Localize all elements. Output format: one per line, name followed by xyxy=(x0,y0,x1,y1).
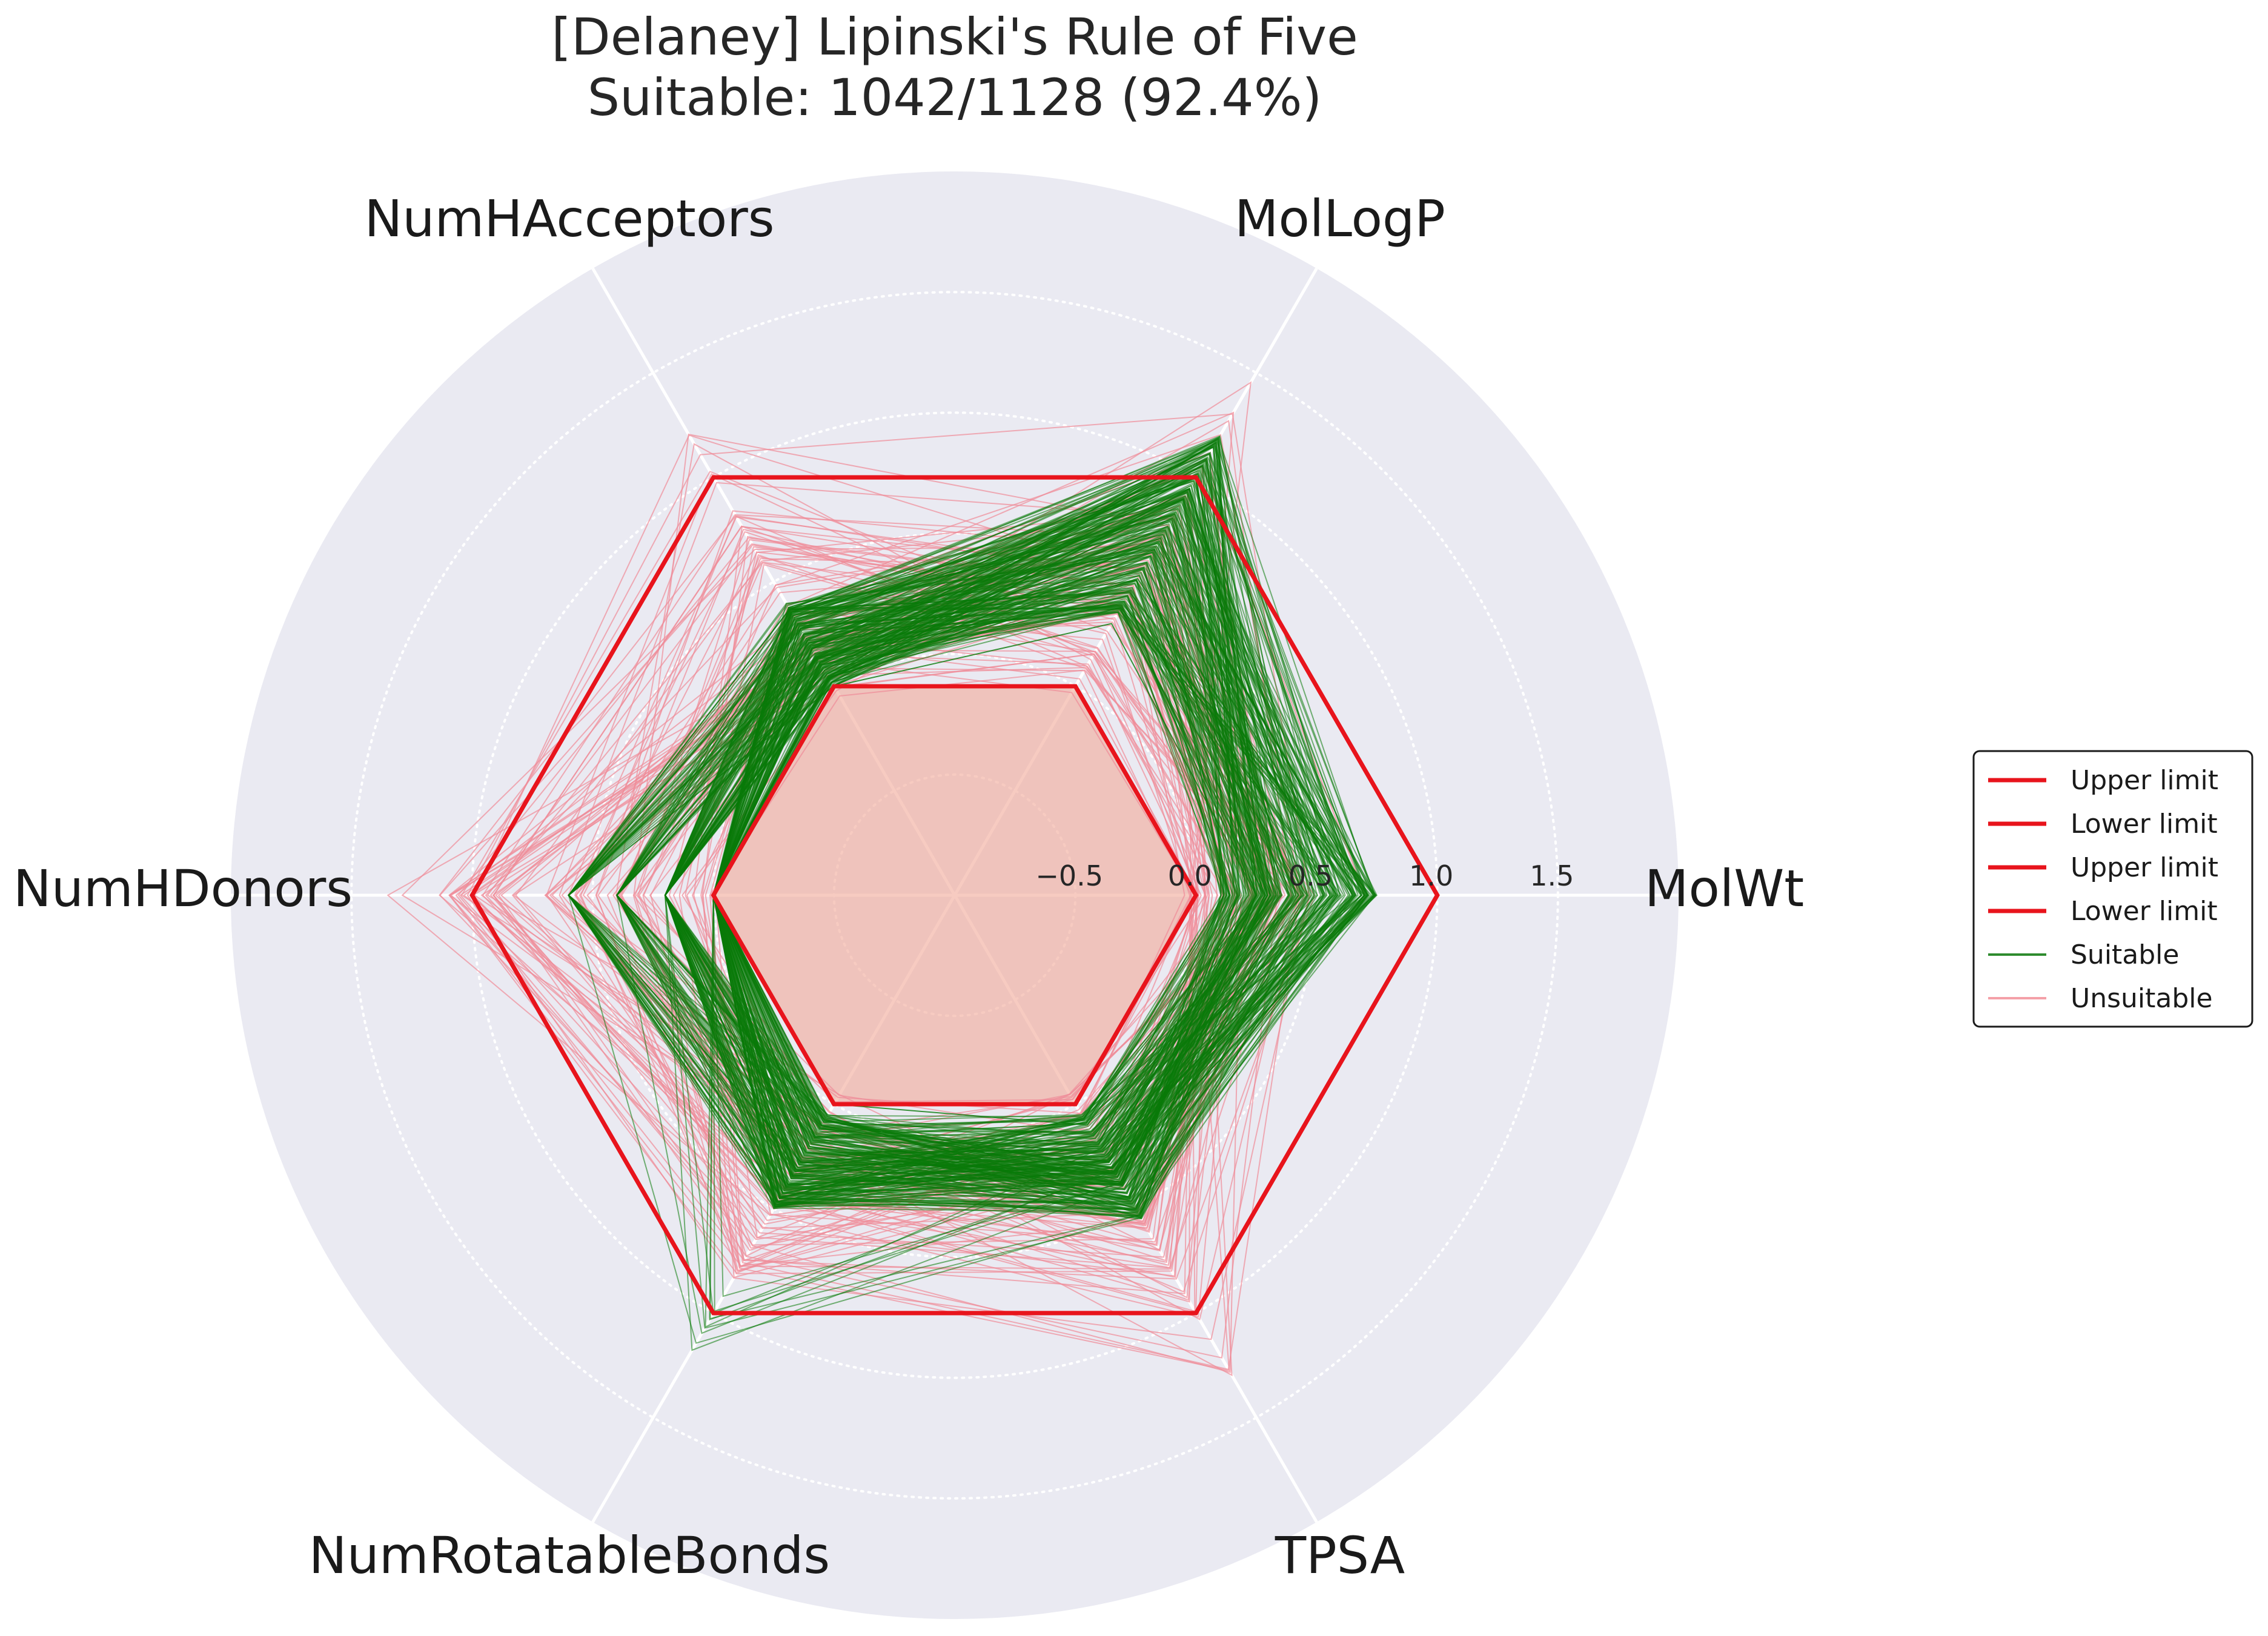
unsuitable-polygon xyxy=(709,669,1301,1371)
chart-title-line2: Suitable: 1042/1128 (92.4%) xyxy=(588,68,1322,127)
unsuitable-polygon xyxy=(561,621,1284,1227)
legend-label: Lower limit xyxy=(2071,896,2218,927)
chart-title-line1: [Delaney] Lipinski's Rule of Five xyxy=(551,7,1358,67)
axis-label-numrotatablebonds: NumRotatableBonds xyxy=(309,1526,830,1585)
axis-label-tpsa: TPSA xyxy=(1275,1526,1405,1585)
unsuitable-polygon xyxy=(459,660,1195,1277)
radial-tick-label: 1.5 xyxy=(1530,859,1574,892)
unsuitable-polygon xyxy=(579,559,1273,1239)
limit-series xyxy=(469,475,1440,1316)
legend-label: Lower limit xyxy=(2071,809,2218,840)
unsuitable-polygon xyxy=(612,635,1227,1267)
unsuitable-polygon xyxy=(466,413,1310,1340)
lower-limit-fill xyxy=(713,686,1196,1104)
radial-tick-labels: −0.5 0.0 0.5 1.0 1.5 xyxy=(1035,859,1574,892)
unsuitable-polygon xyxy=(455,624,1316,1280)
axis-label-molwt: MolWt xyxy=(1645,859,1804,918)
unsuitable-polygon xyxy=(457,537,1199,1246)
limit-polygon xyxy=(711,684,1199,1107)
unsuitable-polygon xyxy=(685,546,1225,1226)
radial-tick-label: 1.0 xyxy=(1409,859,1453,892)
legend-label: Upper limit xyxy=(2071,852,2218,883)
unsuitable-polygon xyxy=(606,617,1242,1373)
lower-limit-area xyxy=(713,686,1196,1104)
axis-label-numhacceptors: NumHAcceptors xyxy=(364,189,774,248)
unsuitable-polygon xyxy=(620,556,1190,1303)
legend-label: Unsuitable xyxy=(2071,983,2213,1014)
axis-label-numhdonors: NumHDonors xyxy=(13,859,353,918)
unsuitable-polygon xyxy=(700,563,1239,1318)
unsuitable-polygon xyxy=(544,653,1233,1377)
limit-polygon xyxy=(469,475,1440,1316)
radial-tick-label: −0.5 xyxy=(1035,859,1103,892)
radial-tick-label: 0.5 xyxy=(1288,859,1333,892)
legend: Upper limit Lower limit Upper limit Lowe… xyxy=(1972,750,2253,1028)
radial-tick-label: 0.0 xyxy=(1168,859,1212,892)
suitable-polygon xyxy=(664,466,1362,1148)
unsuitable-polygon xyxy=(705,610,1198,1269)
axis-labels: MolWt MolLogP NumHAcceptors NumHDonors N… xyxy=(13,189,1804,1585)
legend-label: Upper limit xyxy=(2071,765,2218,796)
legend-label: Suitable xyxy=(2071,939,2179,970)
axis-label-mollogp: MolLogP xyxy=(1235,189,1445,248)
unsuitable-polygon xyxy=(485,524,1250,1203)
suitable-polygon xyxy=(568,462,1355,1170)
legend-frame xyxy=(1972,750,2253,1028)
